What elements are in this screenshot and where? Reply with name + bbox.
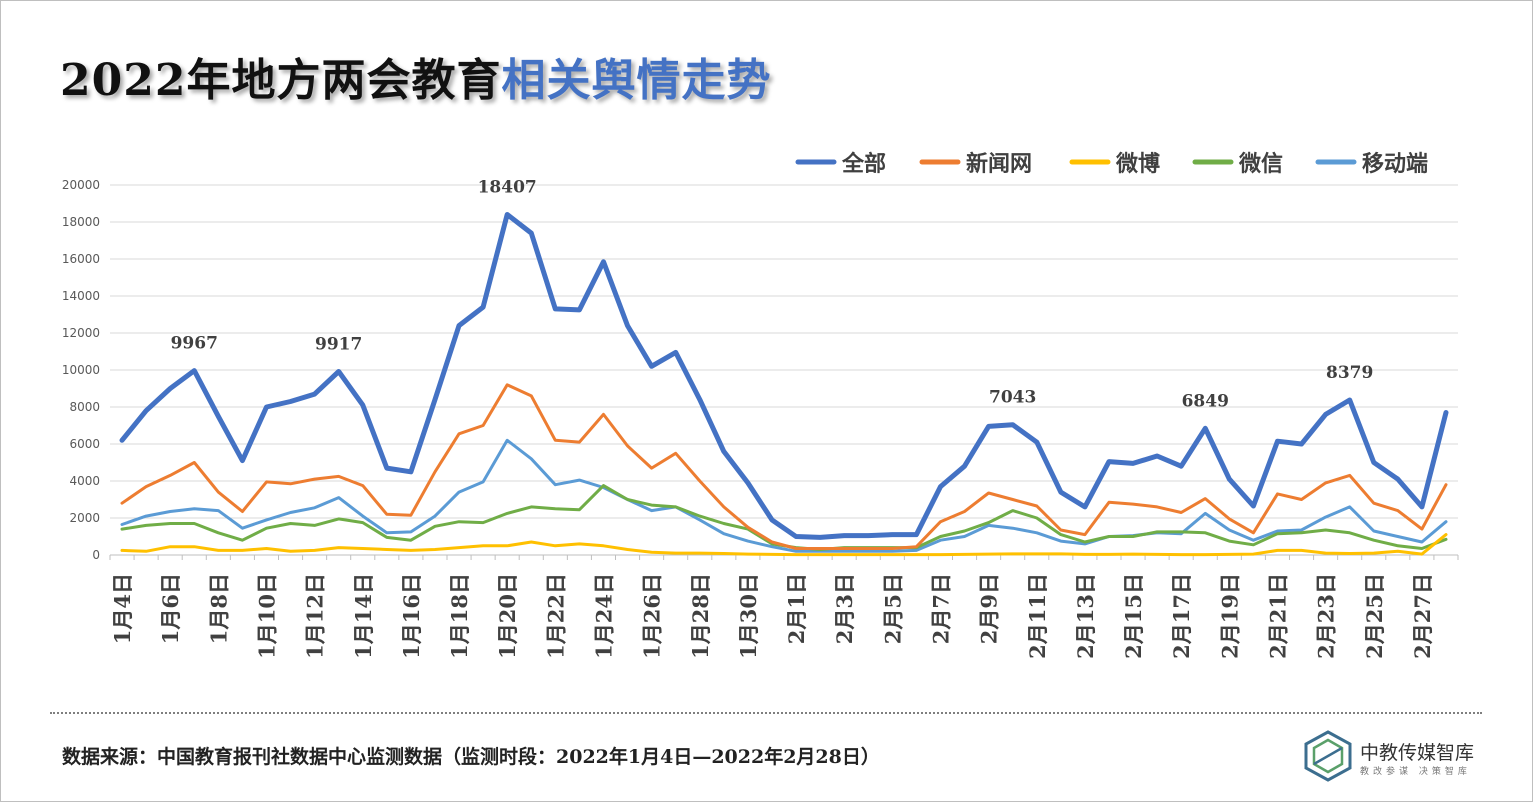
x-tick-label: 1月14日 <box>351 573 376 659</box>
peak-data-label: 8379 <box>1326 363 1373 383</box>
x-tick-label: 2月15日 <box>1121 573 1146 659</box>
x-tick-label: 1月6日 <box>158 573 183 644</box>
x-tick-label: 1月12日 <box>303 573 328 659</box>
legend-label-news: 新闻网 <box>966 151 1032 177</box>
x-tick-label: 1月4日 <box>110 573 135 644</box>
series-line-news <box>120 383 1448 550</box>
x-tick-label: 1月30日 <box>736 573 761 659</box>
series-line-all <box>119 212 1449 540</box>
y-tick-label: 4000 <box>69 474 100 488</box>
logo-icon <box>1304 730 1352 782</box>
peak-data-label: 7043 <box>989 388 1036 408</box>
x-tick-label: 2月9日 <box>977 573 1002 644</box>
x-tick-label: 2月17日 <box>1169 573 1194 659</box>
x-tick-label: 1月26日 <box>640 573 665 659</box>
x-tick-label: 2月27日 <box>1410 573 1435 659</box>
x-tick-label: 1月16日 <box>399 573 424 659</box>
x-tick-label: 2月13日 <box>1073 573 1098 659</box>
legend-label-all: 全部 <box>841 151 886 177</box>
y-tick-label: 10000 <box>62 363 100 377</box>
x-tick-label: 1月24日 <box>591 573 616 659</box>
y-tick-label: 16000 <box>62 252 100 266</box>
x-tick-label: 1月8日 <box>206 573 231 644</box>
y-tick-label: 20000 <box>62 178 100 192</box>
series-line-mobile <box>120 438 1448 553</box>
x-tick-label: 2月1日 <box>784 573 809 644</box>
x-tick-label: 1月18日 <box>447 573 472 659</box>
series-line-weibo <box>120 533 1448 557</box>
x-tick-label: 2月23日 <box>1314 573 1339 659</box>
y-tick-label: 8000 <box>69 400 100 414</box>
title-highlight: 相关舆情走势 <box>501 55 772 106</box>
x-tick-label: 2月5日 <box>880 573 905 644</box>
x-tick-label: 2月25日 <box>1362 573 1387 659</box>
x-tick-label: 1月20日 <box>495 573 520 659</box>
peak-data-label: 9917 <box>315 335 362 355</box>
y-tick-label: 2000 <box>69 511 100 525</box>
x-tick-label: 2月7日 <box>928 573 953 644</box>
x-tick-label: 2月11日 <box>1025 573 1050 659</box>
trend-line-chart: 0 2000 4000 6000 8000 10000 12000 14000 16000 180… <box>62 151 1459 659</box>
title-main: 2022年地方两会教育 <box>60 55 502 106</box>
data-source-note: 数据来源：中国教育报刊社数据中心监测数据（监测时段：2022年1月4日—2022… <box>62 746 880 768</box>
y-tick-label: 6000 <box>69 437 100 451</box>
logo-tagline: 教改参谋 决策智库 <box>1360 767 1471 777</box>
x-tick-label: 1月22日 <box>543 573 568 659</box>
legend-label-mobile: 移动端 <box>1362 151 1428 177</box>
legend-label-wechat: 微信 <box>1238 151 1283 177</box>
peak-data-label: 9967 <box>171 334 218 354</box>
footer-divider <box>50 712 1482 714</box>
x-tick-label: 1月28日 <box>688 573 713 659</box>
x-tick-label: 2月21日 <box>1265 573 1290 659</box>
y-tick-label: 14000 <box>62 289 100 303</box>
x-tick-label: 2月3日 <box>832 573 857 644</box>
y-tick-label: 18000 <box>62 215 100 229</box>
logo-name: 中教传媒智库 <box>1360 742 1475 764</box>
peak-data-label: 6849 <box>1182 391 1229 411</box>
page-title: 2022年地方两会教育相关舆情走势 <box>60 44 771 108</box>
y-tick-label: 12000 <box>62 326 100 340</box>
peak-data-label: 18407 <box>478 177 537 197</box>
x-tick-label: 2月19日 <box>1217 573 1242 659</box>
y-tick-label: 0 <box>92 548 100 562</box>
x-tick-label: 1月10日 <box>254 573 279 659</box>
legend-label-weibo: 微博 <box>1115 151 1160 177</box>
